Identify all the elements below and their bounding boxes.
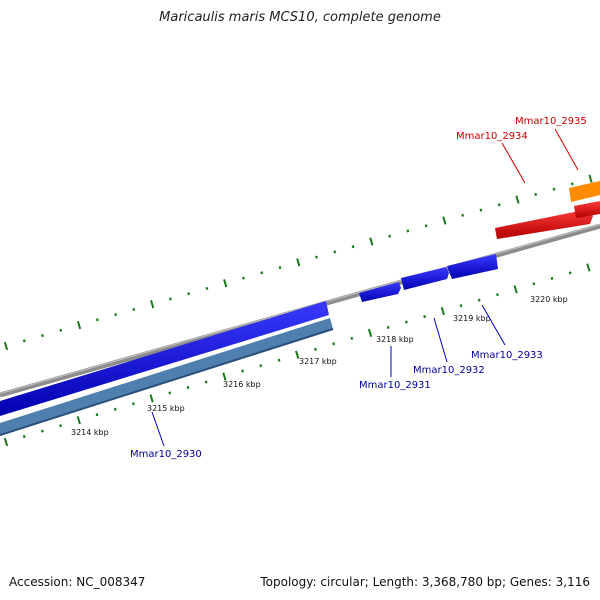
minor-tick [241,369,245,373]
gene-label-mmar10-2933[interactable]: Mmar10_2933 [471,350,543,361]
minor-tick [332,342,336,346]
major-tick [149,394,154,403]
major-tick [3,341,9,351]
minor-tick [495,293,499,297]
minor-tick [552,187,556,191]
minor-tick [168,391,172,395]
minor-tick [424,224,428,228]
tick-label: 3216 kbp [223,380,261,389]
gene-feature-mmar10-2935-red[interactable] [574,201,600,218]
minor-tick [59,328,63,332]
minor-tick [532,282,536,286]
leader-mmar10-2932 [433,317,448,363]
major-tick [369,237,374,246]
minor-tick [22,339,26,343]
minor-tick [205,286,209,291]
major-tick [586,263,591,272]
major-tick [588,174,593,183]
major-tick [150,300,155,309]
tick-label: 3220 kbp [530,295,568,304]
minor-tick [278,266,282,270]
minor-tick [131,402,135,406]
leader-mmar10-2930 [151,411,165,447]
gene-label-mmar10-2932[interactable]: Mmar10_2932 [413,365,485,376]
major-tick [296,258,301,267]
minor-tick [351,245,355,249]
minor-tick [168,297,172,301]
tick-label: 3214 kbp [71,428,109,437]
major-tick [3,437,9,447]
gene-feature-mmar10-2932[interactable] [401,267,449,290]
minor-tick [423,314,427,319]
major-tick [295,350,300,359]
minor-tick [277,358,281,362]
gene-feature-mmar10-2930[interactable] [0,318,333,436]
gene-label-mmar10-2931[interactable]: Mmar10_2931 [359,380,431,391]
tick-label: 3219 kbp [453,314,491,323]
minor-tick [186,385,190,390]
minor-tick [406,229,410,233]
genome-summary-text: Topology: circular; Length: 3,368,780 bp… [260,575,590,589]
minor-tick [132,307,136,311]
gene-feature-mmar10-2933[interactable] [447,254,498,279]
major-tick [367,328,373,338]
minor-tick [95,318,99,322]
minor-tick [259,364,263,368]
gene-label-mmar10-2935[interactable]: Mmar10_2935 [515,116,587,127]
minor-tick [386,325,390,330]
major-tick [440,306,445,316]
minor-tick [22,434,26,439]
gene-feature-mmar10-2935[interactable] [569,181,600,202]
minor-tick [59,424,63,428]
minor-tick [479,208,483,212]
minor-tick [459,304,463,308]
minor-tick [40,429,44,433]
gene-feature-mmar10-2931[interactable] [359,282,401,302]
minor-tick [187,292,191,296]
minor-tick [477,298,481,302]
minor-tick [315,255,318,259]
minor-tick [568,271,572,275]
accession-text: Accession: NC_008347 [9,575,146,589]
minor-tick [404,320,408,324]
minor-tick [497,203,501,207]
gene-label-mmar10-2930[interactable]: Mmar10_2930 [130,449,202,460]
minor-tick [313,347,317,351]
minor-tick [242,276,245,280]
minor-tick [570,182,574,186]
major-tick [76,416,81,425]
minor-tick [260,271,264,275]
tick-label: 3218 kbp [376,335,414,344]
minor-tick [95,413,99,417]
gene-feature-mmar10-2930-edge [0,328,334,436]
tick-label: 3217 kbp [299,357,337,366]
minor-tick [350,336,354,340]
leader-mmar10-2935 [554,128,579,171]
map-title: Maricaulis maris MCS10, complete genome [159,10,441,25]
major-tick [77,320,82,330]
major-tick [513,285,518,294]
major-tick [222,372,227,381]
major-tick [515,195,520,204]
tick-label: 3215 kbp [147,404,185,413]
minor-tick [41,333,44,338]
gene-label-mmar10-2934[interactable]: Mmar10_2934 [456,131,528,142]
minor-tick [114,313,118,317]
minor-tick [204,380,208,384]
minor-tick [333,250,337,254]
minor-tick [550,276,554,280]
major-tick [223,279,228,288]
leader-mmar10-2934 [501,142,526,184]
leader-mmar10-2933 [481,304,506,346]
major-tick [442,216,447,225]
gene-feature-large-reverse[interactable] [0,301,329,416]
minor-tick [388,234,392,238]
minor-tick [113,407,117,411]
inner-tick-row [3,263,591,447]
minor-tick [534,192,538,196]
minor-tick [461,213,465,217]
gene-feature-mmar10-2934[interactable] [495,209,593,239]
outer-tick-row [3,174,593,351]
